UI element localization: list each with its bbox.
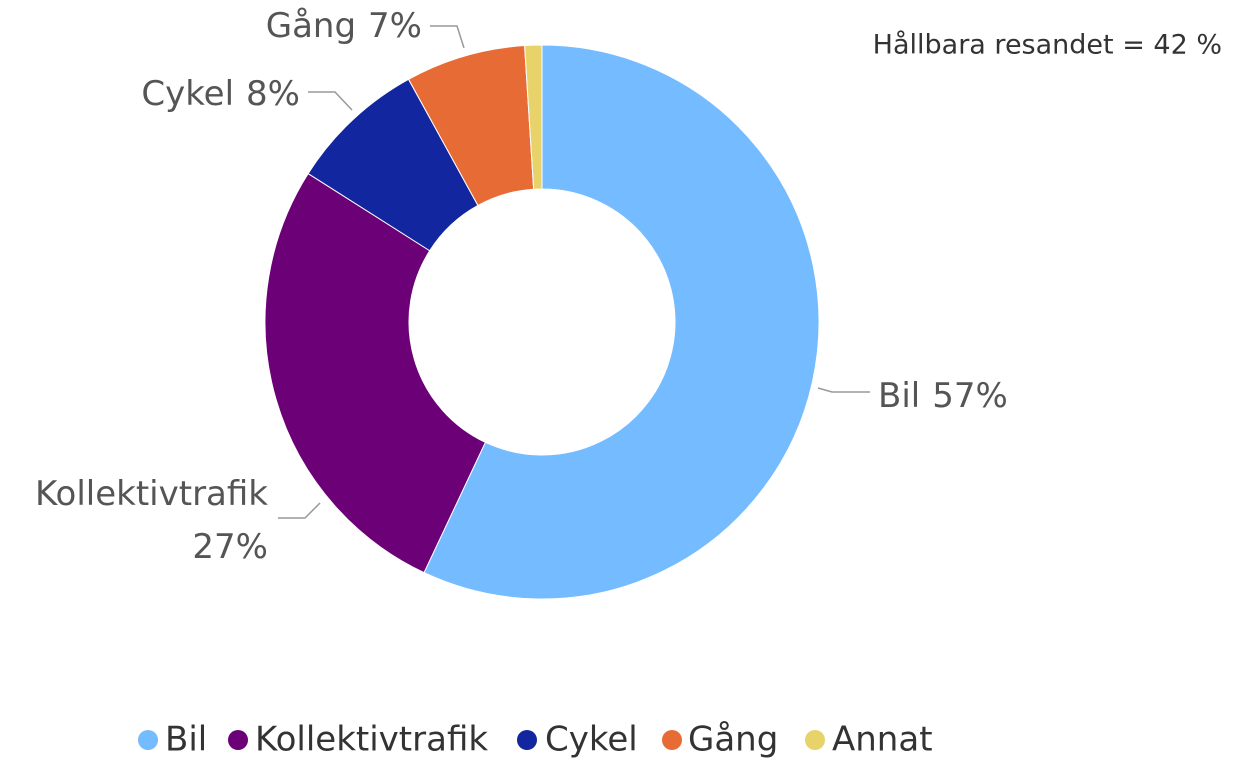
label-category: Gång bbox=[266, 6, 356, 46]
label-value: 57% bbox=[932, 376, 1008, 416]
label-value: 8% bbox=[246, 74, 300, 114]
legend-marker bbox=[517, 730, 537, 750]
slice bbox=[524, 44, 543, 190]
data-label: Cykel 8% bbox=[141, 74, 300, 114]
label-category: Kollektivtrafik bbox=[35, 474, 268, 514]
legend-marker bbox=[138, 730, 158, 750]
legend-marker bbox=[228, 730, 248, 750]
leader-line bbox=[817, 387, 870, 393]
label-category: Bil bbox=[878, 376, 920, 416]
leader-line bbox=[278, 502, 321, 519]
data-label: Gång 7% bbox=[266, 6, 422, 46]
legend-marker bbox=[662, 730, 682, 750]
slice bbox=[423, 44, 820, 600]
legend-label: Gång bbox=[688, 720, 778, 760]
legend-label: Kollektivtrafik bbox=[255, 720, 488, 760]
legend-marker bbox=[805, 730, 825, 750]
legend-label: Annat bbox=[832, 720, 933, 760]
annotation: Hållbara resandet = 42 % bbox=[873, 30, 1222, 61]
label-value: 7% bbox=[368, 6, 422, 46]
label-value: 27% bbox=[192, 527, 268, 567]
legend-label: Bil bbox=[165, 720, 207, 760]
leader-line bbox=[308, 91, 353, 111]
data-label: Bil 57% bbox=[878, 376, 1008, 416]
legend-label: Cykel bbox=[545, 720, 638, 760]
slice bbox=[264, 172, 487, 574]
leader-line bbox=[430, 25, 465, 49]
label-category: Cykel bbox=[141, 74, 234, 114]
data-label: Kollektivtrafik 27% bbox=[35, 474, 268, 567]
